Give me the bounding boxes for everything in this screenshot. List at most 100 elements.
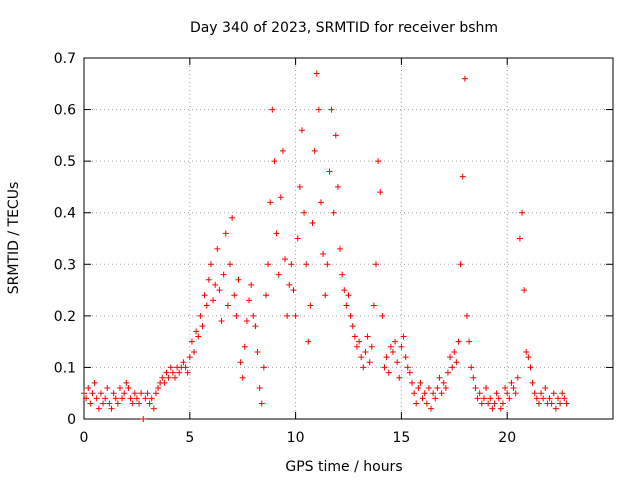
data-point [163, 369, 170, 376]
data-point [89, 390, 96, 397]
data-point [345, 292, 352, 299]
data-point [296, 183, 303, 190]
data-point [523, 348, 530, 355]
data-point [470, 374, 477, 381]
data-point [102, 395, 109, 402]
data-point [533, 395, 540, 402]
data-point [288, 261, 295, 268]
data-point [406, 369, 413, 376]
y-tick-label: 0.1 [54, 360, 76, 376]
data-point [148, 395, 155, 402]
data-point [112, 395, 119, 402]
data-points [81, 70, 570, 422]
data-point [358, 354, 365, 361]
axis-ticks: 0 0.1 0.2 0.3 0.4 0.5 0.6 0.7 0 5 10 15 20 [54, 51, 613, 446]
data-point [246, 297, 253, 304]
data-point [182, 364, 189, 371]
data-point [468, 364, 475, 371]
data-point [436, 374, 443, 381]
data-point [557, 400, 564, 407]
y-tick-label: 0.5 [54, 154, 76, 170]
data-point [425, 385, 432, 392]
data-point [506, 395, 513, 402]
data-point [231, 292, 238, 299]
data-point [337, 245, 344, 252]
data-point [85, 385, 92, 392]
data-point [114, 400, 121, 407]
y-tick-label: 0.2 [54, 309, 76, 325]
data-point [243, 318, 250, 325]
data-point [254, 348, 261, 355]
data-point [341, 287, 348, 294]
data-point [546, 395, 553, 402]
data-point [311, 147, 318, 154]
data-point [298, 127, 305, 134]
data-point [133, 395, 140, 402]
data-point [171, 374, 178, 381]
data-point [398, 343, 405, 350]
y-axis-label: SRMTID / TECUs [6, 182, 22, 295]
data-point [538, 390, 545, 397]
data-point [97, 390, 104, 397]
data-point [383, 354, 390, 361]
data-point [449, 364, 456, 371]
data-point [548, 400, 555, 407]
data-point [364, 333, 371, 340]
data-point [497, 405, 504, 412]
data-point [353, 343, 360, 350]
data-point [167, 364, 174, 371]
data-point [275, 271, 282, 278]
data-point [466, 338, 473, 345]
data-point [368, 343, 375, 350]
data-point [136, 400, 143, 407]
data-point [131, 390, 138, 397]
data-point [487, 395, 494, 402]
data-point [379, 312, 386, 319]
data-point [279, 147, 286, 154]
data-point [277, 194, 284, 201]
data-point [87, 400, 94, 407]
data-point [381, 364, 388, 371]
data-point [284, 312, 291, 319]
data-point [491, 400, 498, 407]
data-point [516, 235, 523, 242]
data-point [408, 379, 415, 386]
data-point [81, 390, 87, 397]
data-point [455, 338, 462, 345]
data-point [447, 354, 454, 361]
data-point [129, 400, 136, 407]
data-point [100, 400, 107, 407]
data-point [400, 333, 407, 340]
data-point [248, 281, 255, 288]
data-point [411, 390, 418, 397]
data-point [402, 354, 409, 361]
chart-title: Day 340 of 2023, SRMTID for receiver bsh… [190, 20, 498, 36]
data-point [417, 379, 424, 386]
data-point [499, 400, 506, 407]
data-point [459, 173, 466, 180]
data-point [527, 364, 534, 371]
data-point [152, 390, 159, 397]
data-point [267, 199, 274, 206]
data-point [347, 312, 354, 319]
data-point [186, 354, 193, 361]
data-point [233, 312, 240, 319]
data-point [140, 416, 147, 422]
data-point [330, 209, 337, 216]
data-point [155, 385, 162, 392]
data-point [252, 323, 259, 330]
data-point [351, 333, 358, 340]
data-point [489, 405, 496, 412]
data-point [169, 369, 176, 376]
data-point [480, 395, 487, 402]
data-point [451, 348, 458, 355]
data-point [504, 390, 511, 397]
data-point [123, 379, 130, 386]
data-point [176, 369, 183, 376]
data-point [95, 405, 102, 412]
data-point [159, 374, 166, 381]
data-point [428, 405, 435, 412]
data-point [373, 261, 380, 268]
data-point [521, 287, 528, 294]
